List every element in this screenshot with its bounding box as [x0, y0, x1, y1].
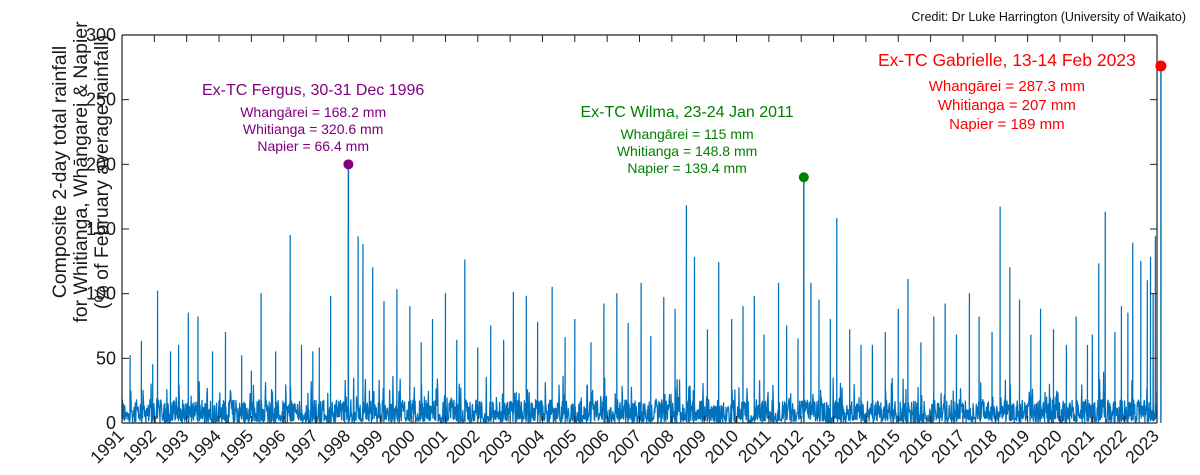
event-marker-wilma	[798, 172, 809, 183]
x-tick-label: 2018	[959, 426, 1001, 468]
y-tick-label: 100	[86, 284, 116, 304]
annotation-gabrielle-whangarei: Whangārei = 287.3 mm	[928, 78, 1086, 95]
x-tick-label: 2015	[862, 426, 904, 468]
y-tick-label: 250	[86, 90, 116, 110]
rainfall-series-line	[121, 163, 1158, 424]
event-marker-fergus	[343, 159, 354, 170]
x-tick-label: 1992	[118, 426, 160, 468]
x-tick-label: 2014	[830, 426, 872, 468]
annotation-gabrielle-whitianga: Whitianga = 207 mm	[937, 97, 1076, 114]
x-tick-label: 2003	[474, 426, 516, 468]
x-tick-label: 1997	[280, 426, 322, 468]
annotation-gabrielle-title: Ex-TC Gabrielle, 13-14 Feb 2023	[878, 50, 1136, 70]
annotation-gabrielle-napier: Napier = 189 mm	[949, 116, 1065, 133]
x-tick-label: 2008	[636, 426, 678, 468]
annotation-wilma-whitianga: Whitianga = 148.8 mm	[616, 143, 758, 159]
y-tick-label: 150	[86, 219, 116, 239]
x-tick-label: 2005	[539, 426, 581, 468]
x-tick-label: 1991	[86, 426, 128, 468]
x-tick-label: 2013	[798, 426, 840, 468]
x-tick-label: 2023	[1121, 426, 1163, 468]
x-tick-label: 2016	[895, 426, 937, 468]
x-tick-label: 2021	[1056, 426, 1098, 468]
x-tick-label: 2019	[992, 426, 1034, 468]
x-tick-label: 2020	[1024, 426, 1066, 468]
x-tick-label: 2022	[1089, 426, 1131, 468]
x-tick-label: 1995	[216, 426, 258, 468]
annotation-fergus-title: Ex-TC Fergus, 30-31 Dec 1996	[202, 82, 425, 99]
annotation-wilma-napier: Napier = 139.4 mm	[627, 160, 747, 176]
x-tick-label: 2009	[668, 426, 710, 468]
y-tick-label: 300	[86, 25, 116, 45]
annotation-wilma: Ex-TC Wilma, 23-24 Jan 2011 Whangārei = …	[581, 104, 794, 177]
x-tick-label: 1998	[313, 426, 355, 468]
y-tick-label: 50	[96, 348, 116, 368]
event-marker-gabrielle	[1155, 60, 1167, 72]
x-tick-label: 1994	[183, 426, 225, 468]
annotation-fergus: Ex-TC Fergus, 30-31 Dec 1996 Whangārei =…	[202, 82, 424, 155]
x-tick-label: 1996	[248, 426, 290, 468]
x-tick-label: 1993	[151, 426, 193, 468]
x-tick-label: 2007	[604, 426, 646, 468]
annotation-fergus-whitianga: Whitianga = 320.6 mm	[242, 121, 384, 137]
y-tick-label: 0	[106, 413, 116, 433]
x-tick-label: 2017	[927, 426, 969, 468]
x-tick-label: 1999	[345, 426, 387, 468]
annotation-wilma-title: Ex-TC Wilma, 23-24 Jan 2011	[580, 104, 794, 121]
x-tick-label: 2012	[765, 426, 807, 468]
x-tick-label: 2006	[571, 426, 613, 468]
x-tick-label: 2000	[377, 426, 419, 468]
x-tick-label: 2004	[507, 426, 549, 468]
annotation-gabrielle: Ex-TC Gabrielle, 13-14 Feb 2023 Whangāre…	[878, 50, 1136, 134]
x-tick-label: 2011	[734, 426, 775, 467]
y-tick-label: 200	[86, 154, 116, 174]
x-tick-label: 2010	[701, 426, 743, 468]
annotation-fergus-napier: Napier = 66.4 mm	[257, 138, 369, 154]
x-tick-label: 2001	[410, 426, 452, 468]
annotation-wilma-whangarei: Whangārei = 115 mm	[620, 126, 754, 142]
credit-text: Credit: Dr Luke Harrington (University o…	[911, 10, 1186, 24]
x-tick-label: 2002	[442, 426, 484, 468]
annotation-fergus-whangarei: Whangārei = 168.2 mm	[240, 104, 387, 120]
